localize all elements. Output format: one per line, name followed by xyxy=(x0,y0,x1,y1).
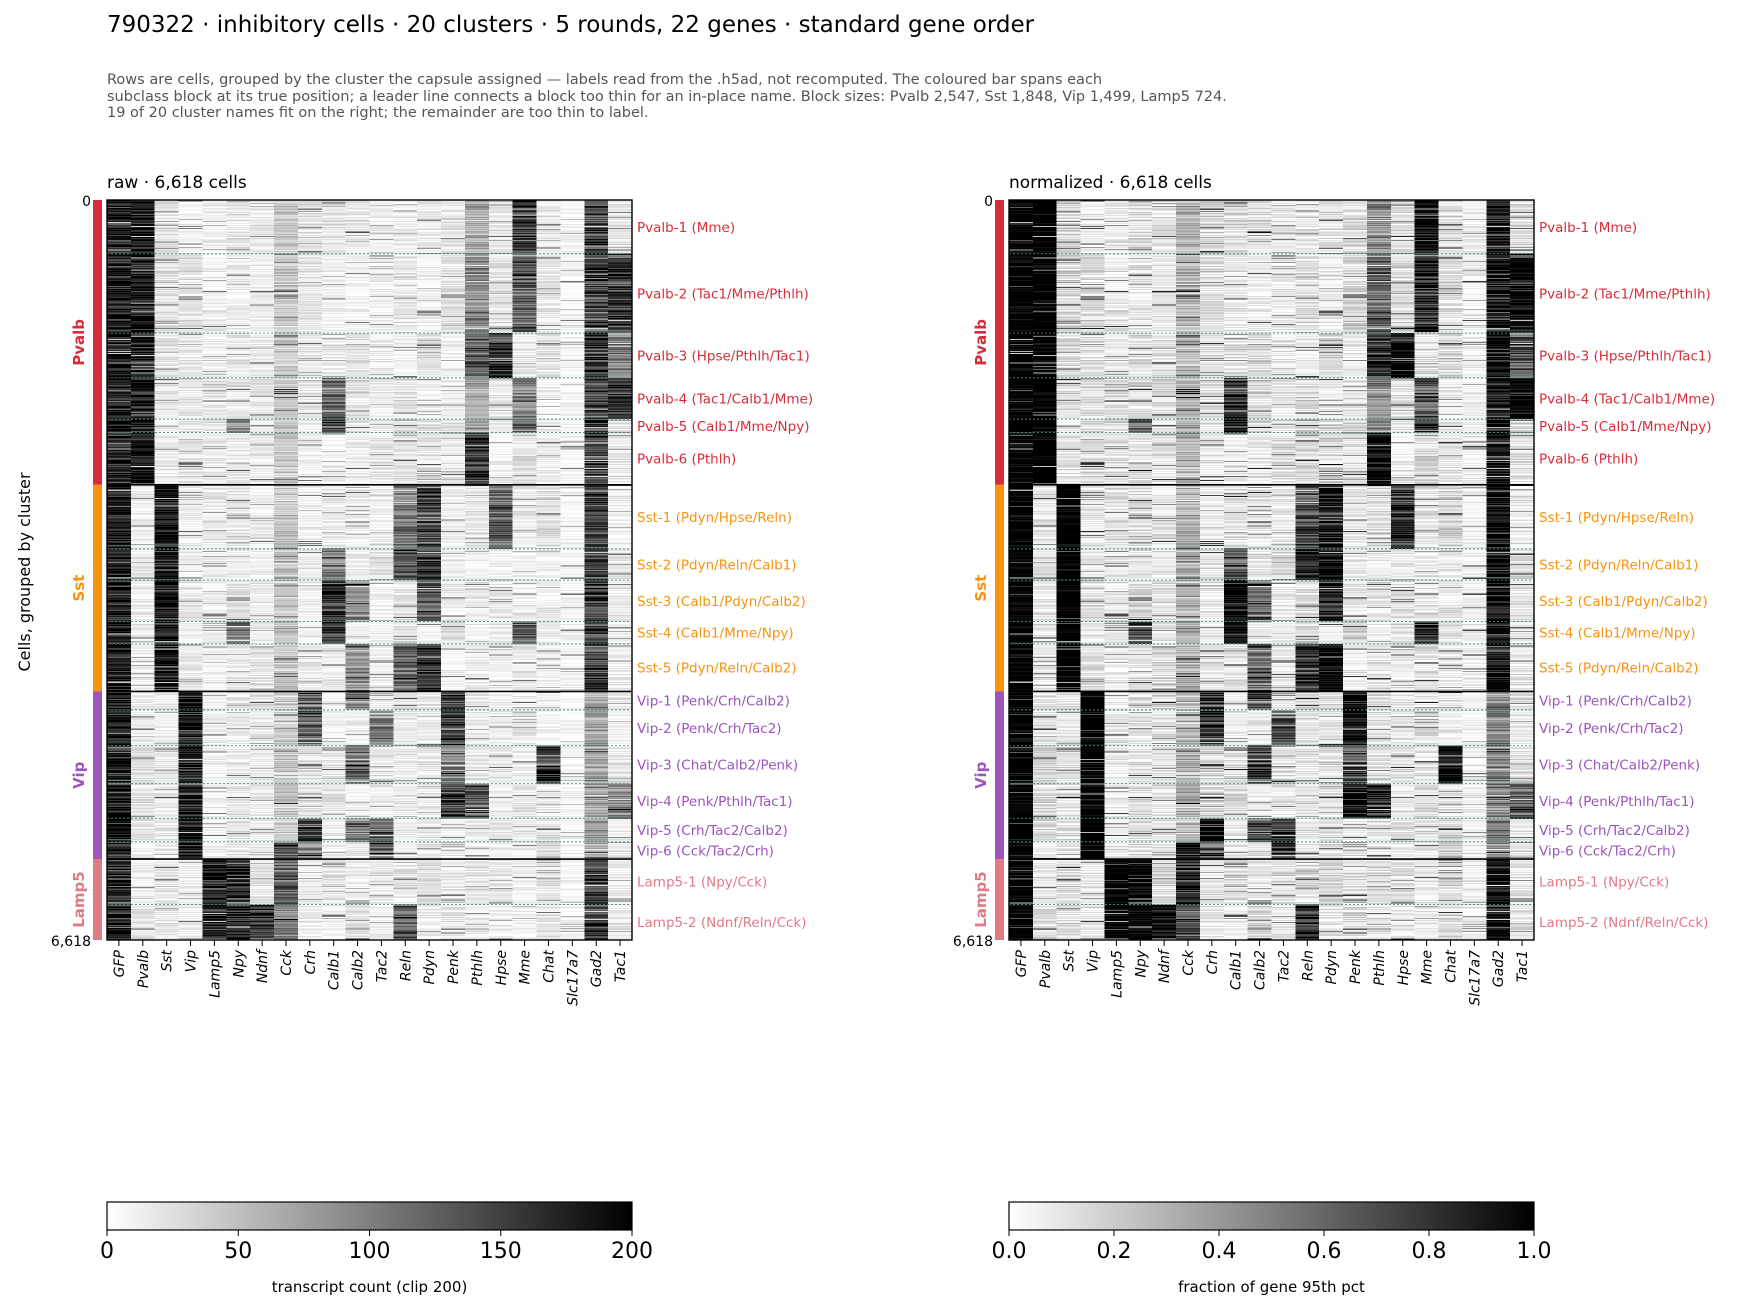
heatmap-panel-1: raw · 6,618 cells06,618PvalbSstVipLamp5P… xyxy=(51,173,813,1296)
y-axis-label: Cells, grouped by cluster xyxy=(15,472,34,672)
panel-title: raw · 6,618 cells xyxy=(107,173,247,193)
heatmap-cells xyxy=(107,200,632,940)
